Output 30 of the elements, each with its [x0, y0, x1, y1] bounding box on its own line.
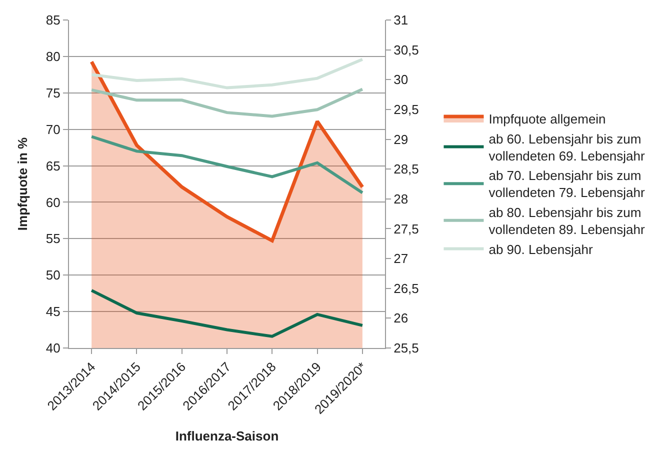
y2-tick-label: 28,5 [394, 162, 419, 177]
line-series [90, 58, 364, 90]
y-tick-label: 45 [46, 304, 60, 320]
y2-tick-label: 30 [394, 72, 408, 88]
y2-tick-label: 30,5 [394, 42, 419, 58]
y-tick-label: 55 [46, 231, 60, 246]
y-tick-label: 40 [46, 340, 60, 356]
y-tick-label: 60 [46, 194, 60, 210]
y2-tick-label: 25,5 [394, 340, 419, 356]
y-tick-label: 75 [46, 85, 60, 100]
y-tick-label: 85 [46, 12, 60, 28]
x-axis-title: Influenza-Saison [175, 428, 279, 444]
y-tick-label: 80 [46, 48, 60, 64]
y-tick-label: 65 [46, 158, 60, 174]
y2-tick-label: 26 [394, 310, 408, 326]
y2-tick-label: 26,5 [394, 280, 419, 296]
line-series [90, 288, 364, 338]
y-tick-label: 70 [46, 122, 60, 137]
y2-tick-label: 29 [394, 132, 408, 147]
line-series [90, 135, 364, 194]
y2-tick-label: 31 [394, 12, 408, 28]
y-tick-label: 50 [46, 268, 60, 283]
legend-label: Impfquote allgemein [488, 112, 606, 127]
line-series [90, 88, 364, 118]
y2-tick-label: 29,5 [394, 102, 419, 117]
legend-label: ab 90. Lebensjahr [488, 242, 594, 257]
y2-tick-label: 27,5 [394, 221, 419, 236]
y-axis-title: Impfquote in % [14, 136, 30, 231]
y2-tick-label: 28 [394, 191, 408, 206]
y2-tick-label: 27 [394, 251, 408, 266]
